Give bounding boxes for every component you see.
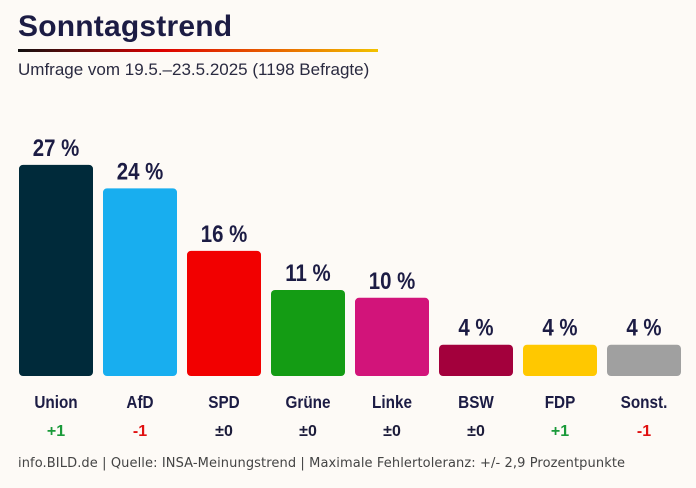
category-label: Sonst. bbox=[621, 392, 668, 412]
value-label: 4 % bbox=[542, 314, 577, 341]
value-label: 24 % bbox=[117, 158, 164, 185]
change-label: +1 bbox=[551, 423, 569, 440]
value-label: 11 % bbox=[285, 259, 331, 286]
bar-union bbox=[19, 164, 93, 376]
category-label: Linke bbox=[372, 392, 412, 412]
bar-bsw bbox=[439, 344, 513, 376]
value-label: 4 % bbox=[626, 314, 661, 341]
title-underline bbox=[18, 49, 378, 52]
change-label: -1 bbox=[133, 423, 147, 440]
change-label: ±0 bbox=[215, 423, 233, 440]
value-label: 27 % bbox=[33, 134, 80, 161]
category-label: BSW bbox=[458, 392, 494, 412]
category-label: Grüne bbox=[285, 392, 330, 412]
value-label: 16 % bbox=[201, 220, 248, 247]
value-label: 10 % bbox=[369, 267, 416, 294]
change-label: ±0 bbox=[383, 423, 401, 440]
change-label: -1 bbox=[637, 423, 651, 440]
value-label: 4 % bbox=[458, 314, 493, 341]
bar-grne bbox=[271, 289, 345, 376]
chart-subtitle: Umfrage vom 19.5.–23.5.2025 (1198 Befrag… bbox=[18, 60, 370, 79]
change-label: +1 bbox=[47, 423, 65, 440]
bar-afd bbox=[103, 188, 177, 376]
change-label: ±0 bbox=[299, 423, 317, 440]
source-footer: info.BILD.de | Quelle: INSA-Meinungstren… bbox=[18, 456, 626, 471]
bar-spd bbox=[187, 250, 261, 376]
bar-fdp bbox=[523, 344, 597, 376]
category-label: FDP bbox=[545, 392, 576, 412]
category-label: AfD bbox=[126, 392, 153, 412]
category-label: Union bbox=[34, 392, 77, 412]
bar-linke bbox=[355, 297, 429, 376]
chart-title: Sonntagstrend bbox=[18, 10, 233, 43]
bar-sonst bbox=[607, 344, 681, 376]
change-label: ±0 bbox=[467, 423, 485, 440]
category-label: SPD bbox=[208, 392, 239, 412]
